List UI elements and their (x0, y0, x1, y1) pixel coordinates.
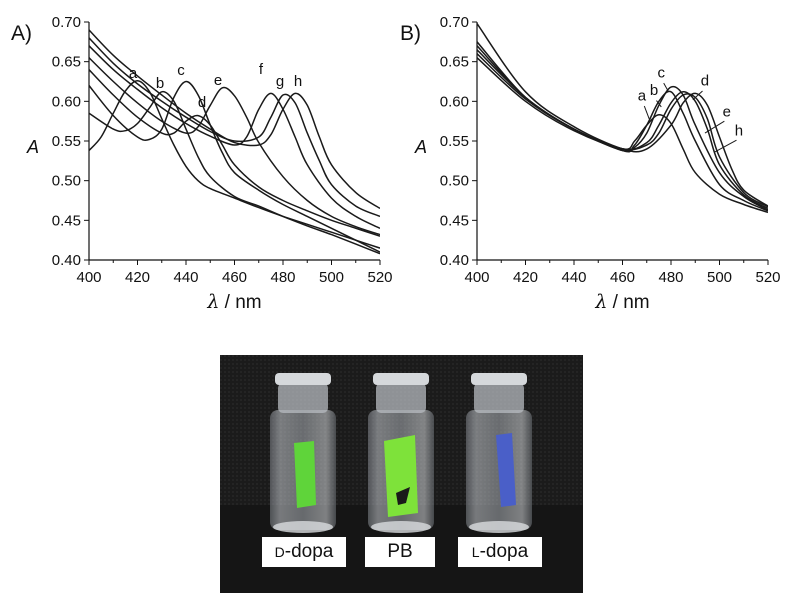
x-tick-label: 420 (513, 269, 538, 286)
chart-panel-b: 400 420 440 460 480 500 520 0.40 0.45 0.50 0.55 0.6… (400, 14, 781, 313)
series-line-e (89, 57, 380, 236)
series-line-f (89, 45, 380, 229)
y-axis-label: A (26, 137, 39, 157)
vial-label-l-dopa: L-dopa (458, 537, 542, 567)
series-line-g (89, 37, 380, 218)
y-tick-label: 0.65 (440, 54, 469, 71)
x-tick-label: 440 (173, 269, 198, 286)
x-tick-label: 400 (464, 269, 489, 286)
y-tick-label: 0.45 (440, 212, 469, 229)
vial-label-pb: PB (365, 537, 435, 567)
series-label-c: c (658, 65, 666, 82)
leader-line (692, 90, 703, 101)
y-tick-label: 0.40 (440, 252, 469, 269)
series-line-a (477, 41, 768, 214)
leader-line (714, 139, 737, 153)
vial-middle (368, 373, 434, 533)
chart-panel-a: 400 420 440 460 480 500 520 0.40 0.45 0.50 0.55 0.6… (11, 14, 393, 313)
series-label-e: e (214, 72, 222, 89)
x-axis-label: λ / nm (206, 291, 261, 313)
leader-line (643, 105, 650, 119)
series-label-a: a (129, 65, 138, 82)
y-tick-label: 0.65 (52, 54, 81, 71)
leader-line (656, 100, 662, 108)
y-tick-label: 0.50 (52, 173, 81, 190)
series-label-b: b (650, 82, 658, 99)
strip-right (496, 433, 516, 507)
x-tick-label: 480 (270, 269, 295, 286)
y-tick-label: 0.50 (440, 173, 469, 190)
x-tick-label: 500 (707, 269, 732, 286)
series-line-b (477, 45, 768, 212)
vial-left (270, 373, 336, 533)
series-line-c (89, 80, 380, 253)
series-label-d: d (701, 72, 709, 89)
leader-line (704, 120, 725, 134)
strip-left (294, 441, 316, 508)
y-tick-label: 0.45 (52, 212, 81, 229)
leader-line (663, 82, 670, 93)
series-label-g: g (276, 73, 284, 90)
series-label-h: h (294, 73, 302, 90)
series-label-e: e (723, 103, 731, 120)
series-line-d (89, 69, 380, 237)
y-tick-label: 0.60 (440, 93, 469, 110)
x-tick-label: 460 (222, 269, 247, 286)
x-tick-label: 400 (76, 269, 101, 286)
series-label-b: b (156, 75, 164, 92)
series-line-b (89, 90, 380, 255)
vial-label-d-dopa: D-dopa (262, 537, 346, 567)
x-axis-label: λ / nm (594, 291, 649, 313)
y-tick-label: 0.70 (440, 14, 469, 31)
series-line-h (89, 29, 380, 210)
y-tick-label: 0.70 (52, 14, 81, 31)
x-tick-label: 520 (367, 269, 392, 286)
series-label-d: d (198, 94, 206, 111)
panel-label: B) (400, 22, 421, 45)
charts-area: 400 420 440 460 480 500 520 0.40 0.45 0.50 0.55 0.6… (11, 14, 781, 313)
y-tick-label: 0.40 (52, 252, 81, 269)
strip-middle (384, 435, 418, 517)
series-line-c (477, 49, 768, 211)
series-line-h (477, 23, 768, 207)
x-tick-label: 460 (610, 269, 635, 286)
x-tick-label: 420 (125, 269, 150, 286)
x-tick-label: 440 (561, 269, 586, 286)
series-label-h: h (735, 122, 743, 139)
vial-right (466, 373, 532, 533)
y-axis-label: A (414, 137, 427, 157)
x-tick-label: 480 (658, 269, 683, 286)
series-label-f: f (259, 61, 264, 78)
panel-label: A) (11, 22, 32, 45)
x-tick-label: 520 (755, 269, 780, 286)
x-tick-label: 500 (319, 269, 344, 286)
y-tick-label: 0.55 (52, 133, 81, 150)
series-line-d (477, 53, 768, 210)
y-tick-label: 0.55 (440, 133, 469, 150)
series-label-a: a (638, 88, 647, 105)
series-line-e (477, 57, 768, 208)
series-label-c: c (177, 62, 185, 79)
y-tick-label: 0.60 (52, 93, 81, 110)
